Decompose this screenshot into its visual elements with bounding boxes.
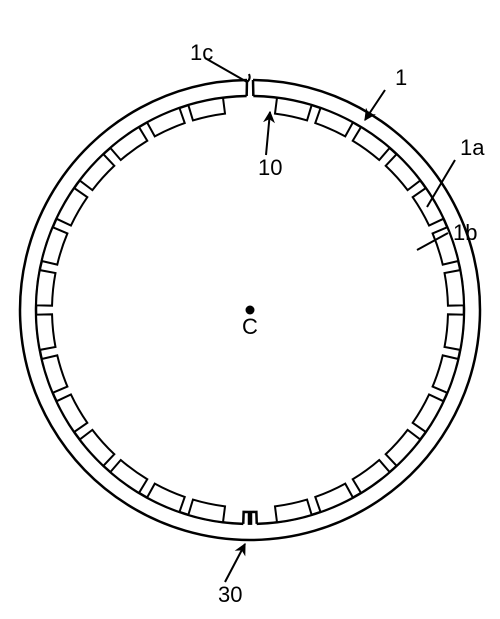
- sector-slot: [36, 270, 55, 306]
- leader-sector: [266, 112, 270, 155]
- sector-slot: [188, 98, 225, 121]
- label-bottom: 30: [218, 582, 242, 607]
- inner-circle-right: [253, 96, 464, 524]
- sector-slot: [42, 227, 68, 264]
- leader-top-break-hook: [247, 74, 250, 82]
- label-inner-ring: 1b: [453, 220, 477, 245]
- leader-bottom: [225, 544, 245, 582]
- label-center: C: [242, 314, 258, 339]
- sector-slot: [188, 500, 225, 523]
- label-outer-ring: 1a: [460, 135, 485, 160]
- sector-slot: [56, 188, 87, 226]
- inner-circle-left: [36, 96, 247, 524]
- bottom-break-right: [243, 512, 249, 525]
- sector-slot: [36, 314, 55, 350]
- sector-slot: [315, 484, 353, 512]
- sector-slot: [445, 314, 464, 350]
- sector-slot: [353, 127, 390, 160]
- sector-slot: [147, 108, 185, 136]
- sector-slot: [353, 460, 390, 493]
- diagram-figure: 1 1a 1b 1c 10 30 C: [0, 0, 500, 619]
- bottom-break-left: [251, 512, 257, 525]
- sector-slot: [433, 355, 459, 392]
- sector-slot: [315, 108, 353, 136]
- sector-slot: [147, 484, 185, 512]
- sector-slot: [445, 270, 464, 306]
- label-top-break: 1c: [190, 40, 213, 65]
- label-sector: 10: [258, 155, 282, 180]
- sector-slot: [275, 500, 312, 523]
- sector-slot: [110, 127, 147, 160]
- sector-slot: [110, 460, 147, 493]
- sector-slot: [42, 355, 68, 392]
- label-assembly: 1: [395, 65, 407, 90]
- sector-slot: [275, 98, 312, 121]
